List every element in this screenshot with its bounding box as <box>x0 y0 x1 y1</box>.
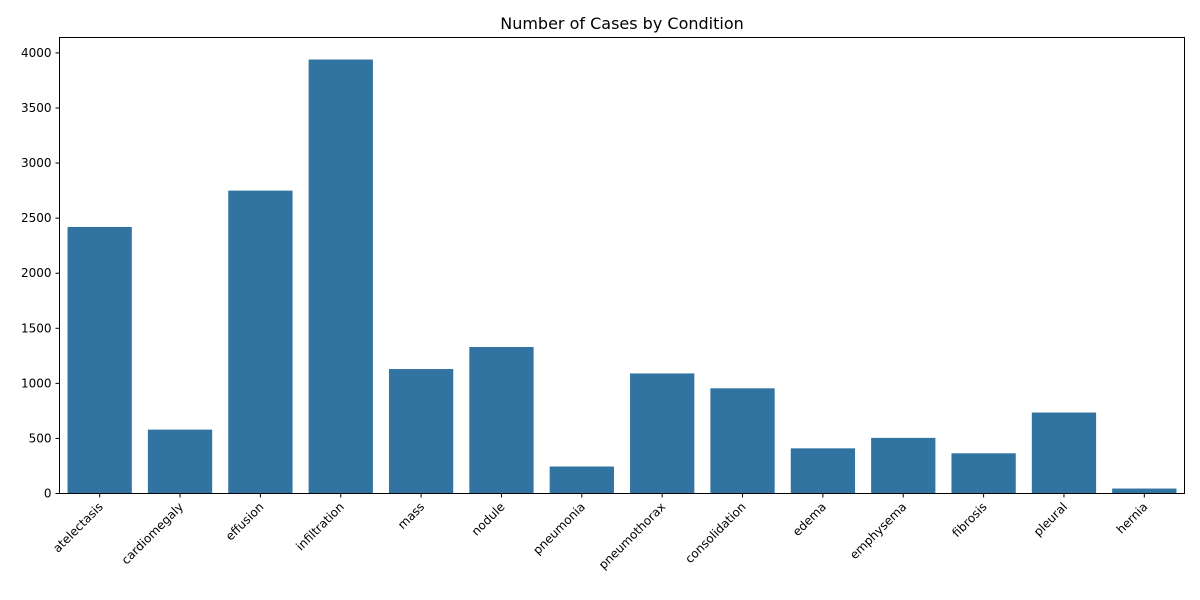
y-tick-label: 3500 <box>21 101 52 115</box>
x-tick-label: pleural <box>1031 500 1070 539</box>
x-tick-label: consolidation <box>682 500 748 566</box>
y-tick-label: 1000 <box>21 376 52 390</box>
bar-mass <box>388 369 454 494</box>
x-tick-label: atelectasis <box>50 500 106 556</box>
x-tick-label: pneumothorax <box>596 500 668 572</box>
bar-nodule <box>469 347 534 494</box>
x-tick-label: infiltration <box>293 500 347 554</box>
x-tick-label: hernia <box>1114 500 1151 537</box>
bar-consolidation <box>710 388 775 494</box>
x-tick-label: effusion <box>223 500 267 544</box>
y-tick-label: 2000 <box>21 266 52 280</box>
bars-group <box>67 59 1177 494</box>
bar-emphysema <box>871 437 936 494</box>
y-tick-label: 3000 <box>21 156 52 170</box>
y-tick-label: 4000 <box>21 46 52 60</box>
plot-frame <box>59 37 1185 494</box>
x-tick-label: mass <box>395 500 427 532</box>
x-tick-label: pneumonia <box>530 500 588 558</box>
bar-infiltration <box>308 59 373 494</box>
bar-atelectasis <box>67 226 132 494</box>
chart-title: Number of Cases by Condition <box>500 14 744 33</box>
x-tick-label: edema <box>790 500 829 539</box>
x-tick-label: emphysema <box>847 500 909 562</box>
bar-edema <box>790 448 856 494</box>
y-tick-label: 1500 <box>21 321 52 335</box>
bar-effusion <box>228 190 293 494</box>
x-tick-label: nodule <box>469 500 508 539</box>
y-tick-label: 0 <box>44 487 52 501</box>
bar-fibrosis <box>951 453 1016 494</box>
y-tick-label: 2500 <box>21 211 52 225</box>
y-axis: 0 500 1000 1500 2000 2500 3000 3500 4000 <box>21 46 60 501</box>
bar-pneumonia <box>549 466 614 494</box>
bar-pleural <box>1031 412 1097 494</box>
y-tick-label: 500 <box>29 431 52 445</box>
bar-hernia <box>1112 488 1177 494</box>
x-tick-label: cardiomegaly <box>119 500 186 567</box>
x-tick-label: fibrosis <box>949 500 989 540</box>
x-axis: atelectasis cardiomegaly effusion infiltrat… <box>50 493 1151 572</box>
bar-pneumothorax <box>630 373 695 494</box>
bar-cardiomegaly <box>147 429 213 494</box>
